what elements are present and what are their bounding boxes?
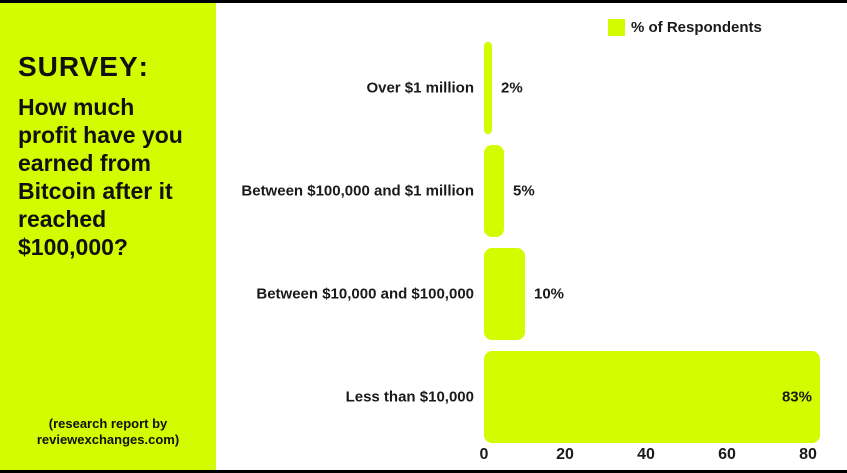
x-tick-label: 60 (718, 446, 736, 463)
x-tick-label: 20 (556, 446, 574, 463)
bar (484, 145, 504, 237)
survey-heading: SURVEY: (18, 51, 148, 83)
value-label: 2% (501, 79, 523, 97)
bottom-frame-strip (0, 470, 847, 473)
source-caption: (research report by reviewexchanges.com) (36, 416, 180, 447)
category-label: Between $10,000 and $100,000 (256, 285, 474, 303)
x-tick-label: 40 (637, 446, 655, 463)
sidebar-panel: SURVEY: How much profit have you earned … (0, 3, 216, 470)
bar (484, 42, 492, 134)
x-tick-label: 0 (479, 446, 489, 463)
legend-label: % of Respondents (631, 19, 762, 36)
category-label: Between $100,000 and $1 million (241, 182, 474, 200)
value-label: 83% (781, 388, 812, 406)
x-tick-label: 80 (799, 446, 817, 463)
legend-swatch-icon (608, 19, 625, 36)
value-label: 5% (513, 182, 535, 200)
bar (484, 248, 525, 340)
chart-legend: % of Respondents (608, 19, 762, 36)
survey-question: How much profit have you earned from Bit… (18, 94, 183, 260)
category-label: Over $1 million (366, 79, 474, 97)
survey-heading-colon: : (138, 51, 148, 82)
survey-heading-word: SURVEY (18, 51, 139, 82)
value-label: 10% (534, 285, 565, 303)
category-label: Less than $10,000 (345, 388, 474, 406)
bar (484, 351, 820, 443)
top-frame-strip (0, 0, 847, 3)
